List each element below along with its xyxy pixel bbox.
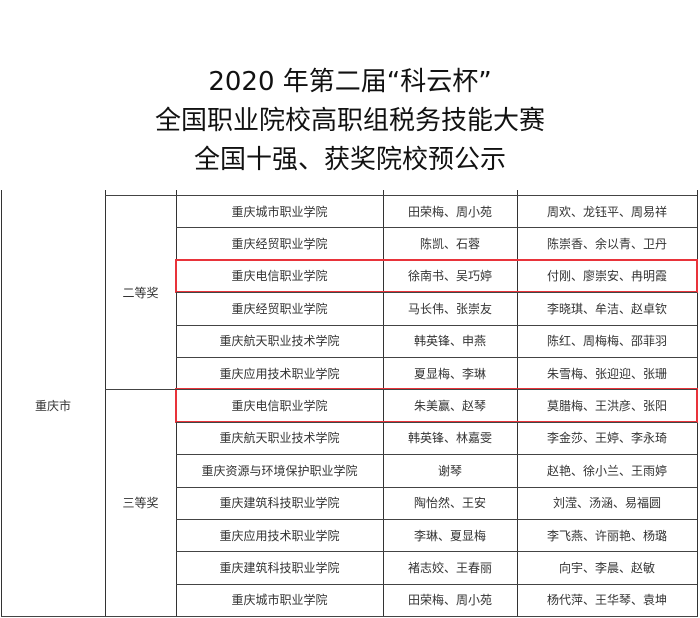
students-cell: 李飞燕、许丽艳、杨璐 <box>546 528 667 543</box>
students-cell: 向宇、李晨、赵敏 <box>558 561 655 576</box>
students-cell: 莫腊梅、王洪彦、张阳 <box>546 399 667 414</box>
students-cell: 杨代萍、王华琴、袁坤 <box>546 593 667 608</box>
teachers-cell: 褚志姣、王春丽 <box>407 561 492 576</box>
group-line <box>105 389 697 391</box>
award-level-cell: 三等奖 <box>122 496 159 511</box>
row-line <box>176 519 697 520</box>
row-line <box>176 421 697 423</box>
teachers-cell: 田荣梅、周小苑 <box>407 593 492 608</box>
students-cell: 刘滢、汤涵、易福圆 <box>552 496 661 511</box>
school-cell: 重庆经贸职业学院 <box>231 237 328 252</box>
students-cell: 李晓琪、牟洁、赵卓钦 <box>546 301 667 316</box>
teachers-cell: 谢琴 <box>437 463 462 478</box>
row-line <box>176 583 697 585</box>
table-column-line <box>1 190 2 616</box>
school-cell: 重庆电信职业学院 <box>231 269 328 284</box>
group-line <box>105 195 697 196</box>
title-line-1: 2020 年第二届“科云杯” <box>208 67 492 97</box>
school-cell: 重庆经贸职业学院 <box>231 301 328 316</box>
table-column-line <box>105 190 106 616</box>
table-column-line <box>517 190 518 616</box>
school-cell: 重庆电信职业学院 <box>231 399 328 414</box>
school-cell: 重庆应用技术职业学院 <box>219 366 340 381</box>
school-cell: 重庆航天职业技术学院 <box>219 334 340 349</box>
school-cell: 重庆资源与环境保护职业学院 <box>201 463 358 478</box>
teachers-cell: 夏显梅、李琳 <box>413 366 486 381</box>
school-cell: 重庆建筑科技职业学院 <box>219 496 340 511</box>
row-line <box>176 454 697 456</box>
title-line-3: 全国十强、获奖院校预公示 <box>193 145 506 175</box>
students-cell: 李金莎、王婷、李永琦 <box>546 431 667 446</box>
teachers-cell: 朱美赢、赵琴 <box>413 399 486 414</box>
teachers-cell: 陶怡然、王安 <box>413 496 486 511</box>
highlight-box <box>175 388 698 423</box>
school-cell: 重庆城市职业学院 <box>231 593 328 608</box>
row-line <box>176 357 697 358</box>
students-cell: 朱雪梅、张迎迎、张珊 <box>546 366 667 381</box>
teachers-cell: 马长伟、张崇友 <box>407 301 492 316</box>
row-line <box>176 292 697 294</box>
row-line <box>176 227 697 229</box>
teachers-cell: 陈凯、石蓉 <box>419 237 480 252</box>
students-cell: 赵艳、徐小兰、王雨婷 <box>546 463 667 478</box>
row-line <box>176 324 697 326</box>
teachers-cell: 韩英锋、林嘉雯 <box>407 431 492 446</box>
students-cell: 周欢、龙钰平、周易祥 <box>546 204 667 219</box>
teachers-cell: 田荣梅、周小苑 <box>407 204 492 219</box>
students-cell: 付刚、廖崇安、冉明霞 <box>546 269 667 284</box>
teachers-cell: 徐南书、吴巧婷 <box>407 269 492 284</box>
award-level-cell: 二等奖 <box>122 285 159 300</box>
school-cell: 重庆航天职业技术学院 <box>219 431 340 446</box>
school-cell: 重庆建筑科技职业学院 <box>219 561 340 576</box>
students-cell: 陈红、周梅梅、邵菲羽 <box>546 334 667 349</box>
students-cell: 陈崇香、余以青、卫丹 <box>546 237 667 252</box>
table-column-line <box>383 190 384 616</box>
region-cell: 重庆市 <box>34 399 71 413</box>
row-line <box>176 551 697 553</box>
table-bottom-line <box>1 616 698 617</box>
title-line-2: 全国职业院校高职组税务技能大赛 <box>154 106 545 136</box>
highlight-box <box>175 258 698 294</box>
row-line <box>176 486 697 488</box>
school-cell: 重庆城市职业学院 <box>231 204 328 219</box>
teachers-cell: 李琳、夏显梅 <box>413 528 486 543</box>
teachers-cell: 韩英锋、申燕 <box>413 334 486 349</box>
school-cell: 重庆应用技术职业学院 <box>219 528 340 543</box>
